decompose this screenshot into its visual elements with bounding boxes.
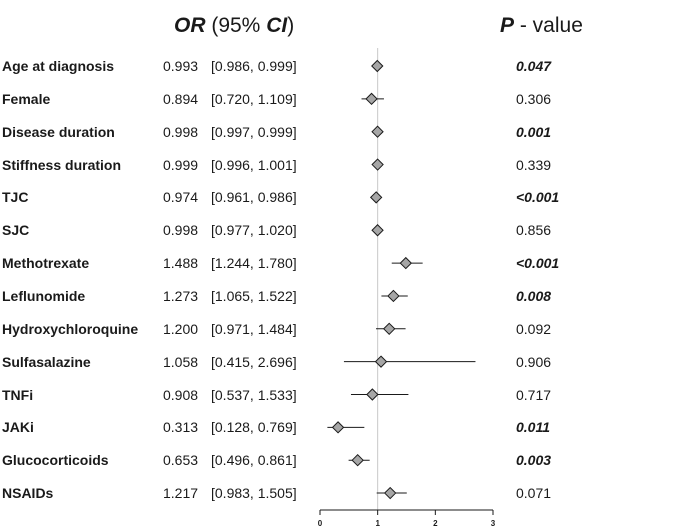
variable-label: Stiffness duration xyxy=(2,156,122,173)
point-estimate-marker xyxy=(371,158,384,171)
variable-label: Disease duration xyxy=(2,123,115,140)
confidence-interval-value: [0.415, 2.696] xyxy=(211,353,297,370)
confidence-interval-value: [0.128, 0.769] xyxy=(211,419,297,436)
table-row: Female 0.894 [0.720, 1.109] 0.306 xyxy=(0,89,685,109)
confidence-interval-value: [0.986, 0.999] xyxy=(211,58,297,74)
variable-label: Sulfasalazine xyxy=(2,353,91,370)
odds-ratio-value: 0.998 xyxy=(163,123,199,140)
confidence-interval-value: [1.244, 1.780] xyxy=(211,255,297,272)
x-axis-tick-label: 1 xyxy=(375,519,380,528)
confidence-interval-value: [1.065, 1.522] xyxy=(211,287,297,304)
p-value: 0.003 xyxy=(516,452,552,469)
x-axis-tick-label: 0 xyxy=(318,519,323,528)
point-estimate-marker xyxy=(331,421,345,434)
variable-label: TJC xyxy=(2,189,29,206)
point-estimate-marker xyxy=(366,388,379,401)
confidence-interval-value: [0.720, 1.109] xyxy=(211,90,297,107)
table-row: TJC 0.974 [0.961, 0.986] <0.001 xyxy=(0,187,685,207)
table-row: Age at diagnosis 0.993 [0.986, 0.999] 0.047 xyxy=(0,56,685,76)
confidence-interval-value: [0.496, 0.861] xyxy=(211,452,297,469)
p-value: 0.071 xyxy=(516,485,552,502)
table-row: Disease duration 0.998 [0.997, 0.999] 0.001 xyxy=(0,122,685,142)
p-value-column-header: P - value xyxy=(500,14,583,38)
p-value: 0.717 xyxy=(516,386,552,403)
table-row: TNFi 0.908 [0.537, 1.533] 0.717 xyxy=(0,385,685,405)
table-row: SJC 0.998 [0.977, 1.020] 0.856 xyxy=(0,220,685,240)
p-header-suffix: - value xyxy=(514,14,583,37)
confidence-interval-value: [0.996, 1.001] xyxy=(211,156,297,173)
odds-ratio-value: 0.993 xyxy=(163,58,199,74)
variable-label: Methotrexate xyxy=(2,255,90,272)
odds-ratio-value: 0.908 xyxy=(163,386,199,403)
odds-ratio-value: 0.974 xyxy=(163,189,199,206)
table-row: Hydroxychloroquine 1.200 [0.971, 1.484] 0.0… xyxy=(0,319,685,339)
confidence-interval-value: [0.961, 0.986] xyxy=(211,189,297,206)
odds-ratio-value: 1.217 xyxy=(163,485,199,502)
variable-label: TNFi xyxy=(2,386,34,403)
ci-open-text: (95% xyxy=(205,14,267,37)
point-estimate-marker xyxy=(383,486,397,500)
p-value: 0.339 xyxy=(516,156,552,173)
table-row: Glucocorticoids 0.653 [0.496, 0.861] 0.003 xyxy=(0,450,685,470)
table-row: Stiffness duration 0.999 [0.996, 1.001] 0.3… xyxy=(0,155,685,175)
confidence-interval-value: [0.971, 1.484] xyxy=(211,320,297,337)
odds-ratio-value: 0.998 xyxy=(163,222,199,239)
p-header-label: P xyxy=(500,14,515,37)
p-value: 0.306 xyxy=(516,90,552,107)
odds-ratio-value: 1.200 xyxy=(163,320,199,337)
p-value: 0.092 xyxy=(516,320,552,337)
point-estimate-marker xyxy=(351,453,364,467)
p-value: 0.856 xyxy=(516,222,552,239)
variable-label: Female xyxy=(2,90,51,107)
table-row: Sulfasalazine 1.058 [0.415, 2.696] 0.906 xyxy=(0,352,685,372)
odds-ratio-value: 1.058 xyxy=(163,353,199,370)
x-axis-tick-label: 3 xyxy=(491,519,496,528)
variable-label: Glucocorticoids xyxy=(2,452,109,469)
table-row: Leflunomide 1.273 [1.065, 1.522] 0.008 xyxy=(0,286,685,306)
odds-ratio-value: 0.313 xyxy=(163,419,199,436)
p-value: 0.001 xyxy=(516,123,552,140)
variable-label: Age at diagnosis xyxy=(2,58,115,74)
or-column-header: OR (95% CI) xyxy=(174,14,294,38)
variable-label: Hydroxychloroquine xyxy=(2,320,139,337)
point-estimate-marker xyxy=(382,322,396,336)
table-row: Methotrexate 1.488 [1.244, 1.780] <0.001 xyxy=(0,253,685,273)
p-value: 0.011 xyxy=(516,419,550,436)
p-value: 0.008 xyxy=(516,287,552,304)
variable-label: SJC xyxy=(2,222,30,239)
point-estimate-marker xyxy=(369,191,383,204)
point-estimate-marker xyxy=(365,92,378,106)
point-estimate-marker xyxy=(399,256,413,270)
point-estimate-marker xyxy=(374,355,388,368)
odds-ratio-value: 1.488 xyxy=(163,255,199,272)
confidence-interval-value: [0.997, 0.999] xyxy=(211,123,297,140)
p-value: <0.001 xyxy=(516,189,560,206)
point-estimate-marker xyxy=(387,289,400,303)
point-estimate-marker xyxy=(371,125,384,138)
or-header-label: OR xyxy=(174,14,206,37)
p-value: <0.001 xyxy=(516,255,560,272)
point-estimate-marker xyxy=(371,59,384,73)
odds-ratio-value: 0.999 xyxy=(163,156,199,173)
p-value: 0.047 xyxy=(516,58,552,74)
table-row: JAKi 0.313 [0.128, 0.769] 0.011 xyxy=(0,417,685,437)
p-value: 0.906 xyxy=(516,353,552,370)
variable-label: JAKi xyxy=(2,419,34,436)
odds-ratio-value: 0.653 xyxy=(163,452,199,469)
variable-label: Leflunomide xyxy=(2,287,86,304)
ci-close-text: ) xyxy=(287,14,295,37)
x-axis-tick-label: 2 xyxy=(433,519,438,528)
confidence-interval-value: [0.983, 1.505] xyxy=(211,485,297,502)
ci-header-label: CI xyxy=(266,14,288,37)
confidence-interval-value: [0.537, 1.533] xyxy=(211,386,297,403)
variable-label: NSAIDs xyxy=(2,485,54,502)
table-row: NSAIDs 1.217 [0.983, 1.505] 0.071 xyxy=(0,483,685,503)
point-estimate-marker xyxy=(371,224,384,237)
odds-ratio-value: 0.894 xyxy=(163,90,199,107)
confidence-interval-value: [0.977, 1.020] xyxy=(211,222,297,239)
odds-ratio-value: 1.273 xyxy=(163,287,199,304)
